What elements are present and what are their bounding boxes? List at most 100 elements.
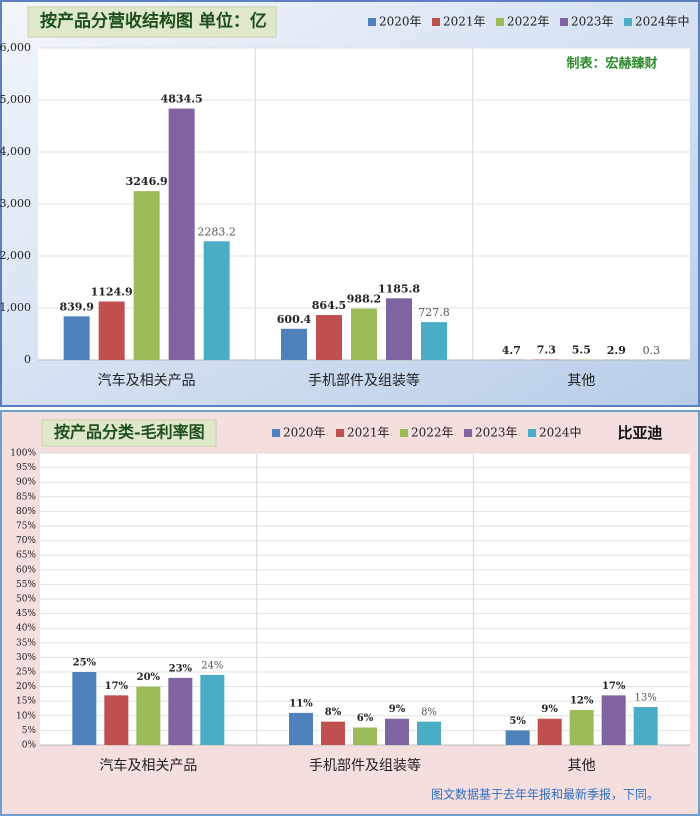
data-label: 839.9 <box>59 300 93 313</box>
data-label: 727.8 <box>418 306 450 319</box>
data-label: 7.3 <box>537 344 556 357</box>
data-label: 4.7 <box>502 344 521 357</box>
bar <box>351 308 377 360</box>
legend-label: 2024中 <box>539 425 582 440</box>
y-tick-label: 90% <box>16 478 36 488</box>
y-tick-label: 5,000 <box>0 93 31 106</box>
bar <box>569 709 594 745</box>
bar <box>281 328 307 360</box>
y-tick-label: 30% <box>16 653 36 663</box>
bar <box>505 730 530 745</box>
data-label: 2.9 <box>607 344 626 357</box>
data-label: 600.4 <box>277 313 312 326</box>
y-tick-label: 3,000 <box>0 197 31 210</box>
data-label: 23% <box>169 663 193 674</box>
legend-label: 2020年 <box>283 426 326 440</box>
legend-swatch <box>336 429 344 437</box>
y-tick-label: 95% <box>16 463 36 473</box>
y-tick-label: 55% <box>16 580 36 590</box>
data-label: 8% <box>421 707 437 718</box>
bar <box>98 301 125 360</box>
legend-swatch <box>432 18 440 26</box>
data-label: 1185.8 <box>378 282 420 295</box>
y-tick-label: 60% <box>16 565 36 575</box>
annotation: 比亚迪 <box>617 424 662 442</box>
data-label: 3246.9 <box>126 175 168 188</box>
y-tick-label: 75% <box>16 522 36 532</box>
title-box <box>41 419 217 447</box>
legend-label: 2022年 <box>411 426 454 440</box>
data-label: 25% <box>73 658 97 669</box>
legend-swatch <box>400 429 408 437</box>
y-tick-label: 35% <box>16 638 36 648</box>
legend-label: 2023年 <box>571 15 614 29</box>
bar <box>63 316 90 360</box>
x-tick-label: 汽车及相关产品 <box>99 757 197 774</box>
footnote: 图文数据基于去年年报和最新季报，下同。 <box>431 787 659 802</box>
y-tick-label: 40% <box>16 624 36 634</box>
legend-swatch <box>464 429 472 437</box>
bar <box>601 695 626 745</box>
y-tick-label: 2,000 <box>0 249 31 262</box>
legend-swatch <box>496 18 504 26</box>
bar <box>633 707 658 745</box>
data-label: 5% <box>509 716 526 727</box>
y-tick-label: 70% <box>16 536 36 546</box>
y-tick-label: 15% <box>16 697 36 707</box>
y-tick-label: 0% <box>22 741 37 751</box>
y-tick-label: 80% <box>16 507 36 517</box>
legend-swatch <box>272 429 280 437</box>
x-tick-label: 汽车及相关产品 <box>98 372 196 389</box>
y-tick-label: 6,000 <box>0 41 31 54</box>
data-label: 8% <box>325 707 342 718</box>
x-tick-label: 手机部件及组装等 <box>309 757 421 774</box>
bar <box>321 721 345 745</box>
data-label: 1124.9 <box>91 286 133 299</box>
legend-swatch <box>368 18 376 26</box>
y-tick-label: 10% <box>16 711 36 721</box>
bar <box>168 108 195 360</box>
title-box <box>27 6 277 38</box>
data-label: 2283.2 <box>197 225 236 238</box>
x-tick-label: 其他 <box>567 373 595 389</box>
data-label: 13% <box>635 693 657 704</box>
y-tick-label: 4,000 <box>0 145 31 158</box>
y-tick-label: 50% <box>16 595 36 605</box>
bar <box>168 677 193 745</box>
data-label: 9% <box>541 704 558 715</box>
bar <box>385 718 409 745</box>
legend-label: 2021年 <box>347 426 390 440</box>
data-label: 864.5 <box>312 299 346 312</box>
data-label: 12% <box>570 695 594 706</box>
legend-label: 2020年 <box>379 15 422 29</box>
data-label: 988.2 <box>347 293 381 306</box>
legend-label: 2023年 <box>475 426 518 440</box>
data-label: 4834.5 <box>161 93 203 106</box>
legend-label: 2024年中 <box>635 14 690 29</box>
bar <box>136 686 161 745</box>
bar <box>316 315 342 360</box>
data-label: 9% <box>389 704 406 715</box>
data-label: 24% <box>201 660 223 671</box>
bar <box>537 718 562 745</box>
y-tick-label: 20% <box>16 682 36 692</box>
legend-label: 2021年 <box>443 15 486 29</box>
data-label: 17% <box>602 681 626 692</box>
bar <box>200 674 225 745</box>
data-label: 0.3 <box>643 344 661 357</box>
x-tick-label: 手机部件及组装等 <box>308 372 420 389</box>
bar <box>289 712 313 745</box>
y-tick-label: 85% <box>16 492 36 502</box>
legend-swatch <box>528 429 536 437</box>
chart-title: 按产品分营收结构图 单位：亿 <box>40 11 267 32</box>
bar <box>133 191 160 360</box>
bar <box>72 672 97 745</box>
y-tick-label: 5% <box>22 726 37 736</box>
y-tick-label: 1,000 <box>0 301 31 314</box>
y-tick-label: 25% <box>16 668 36 678</box>
data-label: 6% <box>357 713 374 724</box>
y-tick-label: 0 <box>24 353 31 366</box>
bar <box>353 727 377 745</box>
legend-swatch <box>560 18 568 26</box>
